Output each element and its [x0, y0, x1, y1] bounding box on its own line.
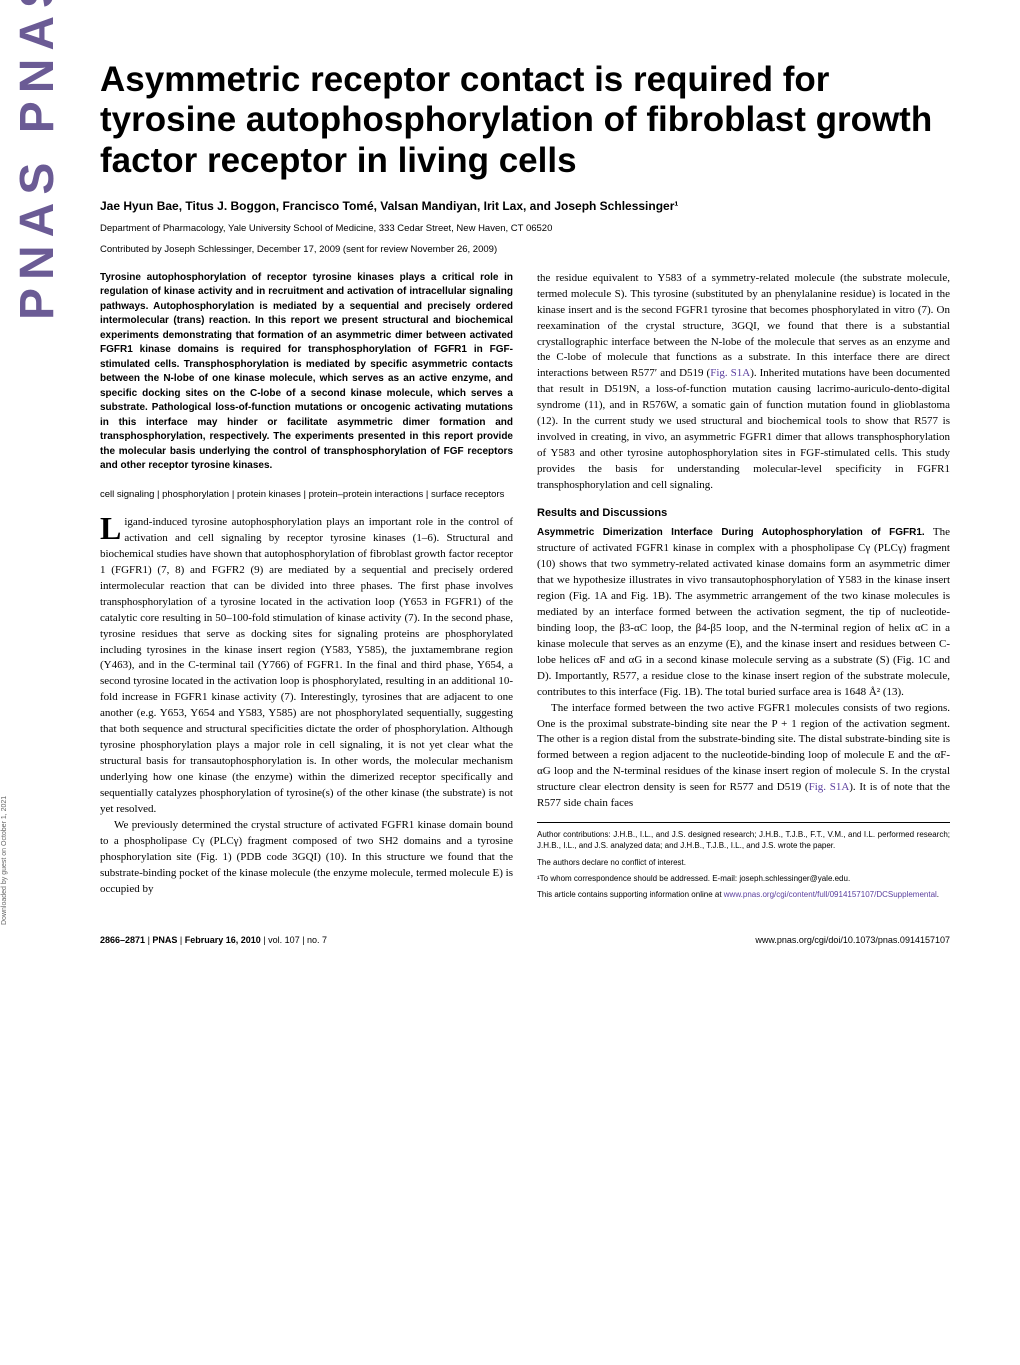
footer-sep2: |	[177, 935, 184, 945]
results-p2-text-a: The interface formed between the two act…	[537, 702, 950, 794]
intro-paragraph-1: Ligand-induced tyrosine autophosphorylat…	[100, 515, 513, 818]
subsection-fgfr1: Asymmetric Dimerization Interface During…	[537, 527, 925, 538]
intro-paragraph-2: We previously determined the crystal str…	[100, 818, 513, 898]
supplemental-link[interactable]: www.pnas.org/cgi/content/full/0914157107…	[724, 890, 937, 899]
footer-sep4: |	[300, 935, 307, 945]
keywords: cell signaling | phosphorylation | prote…	[100, 488, 513, 501]
article-title: Asymmetric receptor contact is required …	[100, 60, 950, 181]
footer-no: no. 7	[307, 935, 327, 945]
footnote-author-contrib: Author contributions: J.H.B., I.L., and …	[537, 829, 950, 851]
intro-text-1: igand-induced tyrosine autophosphorylati…	[100, 516, 513, 815]
author-list: Jae Hyun Bae, Titus J. Boggon, Francisco…	[100, 199, 950, 213]
footer-date: February 16, 2010	[185, 935, 261, 945]
footer-doi: www.pnas.org/cgi/doi/10.1073/pnas.091415…	[755, 935, 950, 945]
results-paragraph-2: The interface formed between the two act…	[537, 701, 950, 813]
pnas-side-logo: PNAS PNAS PNAS	[10, 0, 65, 320]
footnote-correspondence: ¹To whom correspondence should be addres…	[537, 873, 950, 884]
footer-left: 2866–2871 | PNAS | February 16, 2010 | v…	[100, 935, 327, 945]
fig-s1a-link-2[interactable]: Fig. S1A	[809, 781, 850, 793]
footer-pnas: PNAS	[152, 935, 177, 945]
col2-p1-text-b: ). Inherited mutations have been documen…	[537, 367, 950, 491]
left-column: Tyrosine autophosphorylation of receptor…	[100, 271, 513, 905]
footer-vol: vol. 107	[268, 935, 300, 945]
results-p1-text: The structure of activated FGFR1 kinase …	[537, 526, 950, 697]
col2-paragraph-1: the residue equivalent to Y583 of a symm…	[537, 271, 950, 494]
dropcap: L	[100, 515, 124, 542]
right-column: the residue equivalent to Y583 of a symm…	[537, 271, 950, 905]
download-note: Downloaded by guest on October 1, 2021	[1, 796, 8, 925]
col2-p1-text-a: the residue equivalent to Y583 of a symm…	[537, 272, 950, 380]
footnote-supp-a: This article contains supporting informa…	[537, 890, 724, 899]
results-paragraph-1: Asymmetric Dimerization Interface During…	[537, 525, 950, 700]
two-column-layout: Tyrosine autophosphorylation of receptor…	[100, 271, 950, 905]
fig-s1a-link-1[interactable]: Fig. S1A	[710, 367, 750, 379]
affiliation: Department of Pharmacology, Yale Univers…	[100, 223, 950, 234]
footnotes-block: Author contributions: J.H.B., I.L., and …	[537, 822, 950, 900]
footer-pages: 2866–2871	[100, 935, 145, 945]
footnote-conflict: The authors declare no conflict of inter…	[537, 857, 950, 868]
contributed-line: Contributed by Joseph Schlessinger, Dece…	[100, 244, 950, 255]
article-page: PNAS PNAS PNAS Downloaded by guest on Oc…	[0, 0, 1020, 985]
results-heading: Results and Discussions	[537, 506, 950, 521]
page-footer: 2866–2871 | PNAS | February 16, 2010 | v…	[100, 929, 950, 945]
footnote-supplemental: This article contains supporting informa…	[537, 889, 950, 900]
footnote-supp-b: .	[937, 890, 939, 899]
abstract-text: Tyrosine autophosphorylation of receptor…	[100, 271, 513, 474]
